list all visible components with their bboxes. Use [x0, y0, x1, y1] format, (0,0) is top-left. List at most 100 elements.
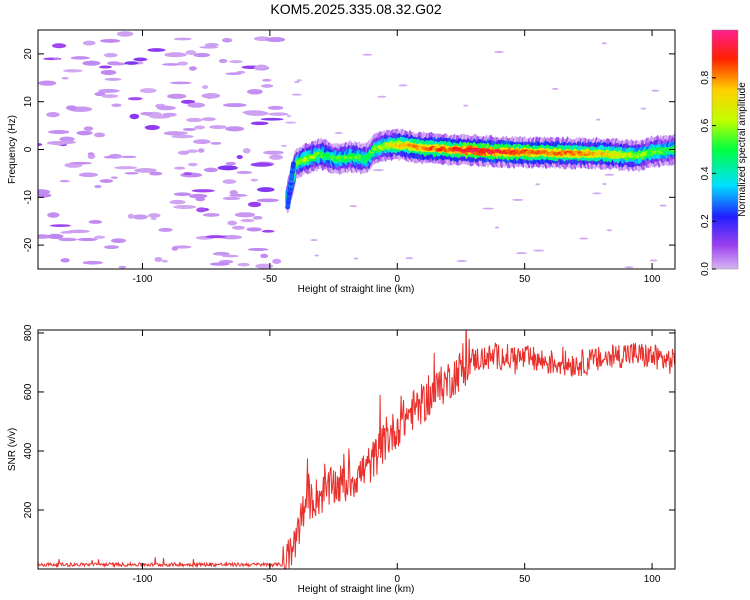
spectrogram-noise-blob — [606, 229, 613, 232]
spectrogram-noise-blob — [218, 58, 228, 64]
spectrogram-noise-blob — [107, 62, 127, 66]
spectrogram-noise-blob — [482, 207, 495, 210]
spectrogram-noise-blob — [98, 65, 112, 69]
spectrogram-noise-blob — [209, 262, 230, 266]
spectrogram-x-tick-label: 50 — [519, 274, 531, 285]
spectrogram-noise-blob — [592, 192, 602, 195]
spectrogram-noise-blob — [247, 201, 262, 208]
spectrogram-noise-blob — [257, 187, 275, 193]
spectrogram-noise-blob — [61, 77, 69, 80]
spectrogram-noise-blob — [267, 105, 284, 110]
spectrogram-noise-blob — [59, 179, 70, 183]
spectrogram-y-tick-label: -10 — [23, 190, 34, 205]
spectrogram-noise-blob — [314, 254, 320, 257]
spectrogram-noise-blob — [180, 99, 196, 104]
snr-frame — [37, 329, 676, 570]
spectrogram-noise-blob — [579, 237, 589, 240]
spectrogram-onset-cell — [290, 161, 296, 167]
spectrogram-noise-blob — [205, 235, 227, 239]
colorbar-tick-label: 0.4 — [700, 166, 711, 180]
snr-y-label: SNR (v/v) — [7, 428, 18, 471]
spectrogram-noise-blob — [173, 166, 186, 170]
spectrogram-noise-blob — [237, 262, 250, 267]
spectrogram-noise-blob — [114, 166, 137, 170]
spectrogram-y-tick-label: -20 — [23, 237, 34, 252]
spectrogram-noise-blob — [148, 213, 161, 218]
spectrogram-noise-blob — [46, 140, 70, 146]
spectrogram-ridge-cell — [367, 153, 373, 157]
spectrogram-noise-blob — [209, 125, 227, 130]
spectrogram-noise-blob — [222, 37, 233, 43]
spectrogram-noise-blob — [186, 149, 199, 153]
spectrogram-noise-blob — [250, 162, 273, 167]
spectrogram-noise-blob — [127, 213, 135, 219]
spectrogram-noise-blob — [651, 89, 660, 92]
spectrogram-noise-blob — [624, 266, 634, 269]
spectrogram-noise-blob — [286, 115, 292, 118]
spectrogram-noise-blob — [118, 265, 127, 269]
spectrogram-noise-blob — [244, 111, 269, 116]
spectrogram-noise-blob — [94, 184, 102, 189]
spectrogram-noise-blob — [195, 197, 206, 202]
snr-x-tick-label: 0 — [394, 574, 400, 585]
snr-background — [38, 330, 675, 569]
spectrogram-noise-blob — [372, 169, 385, 172]
spectrogram-noise-blob — [552, 87, 559, 90]
spectrogram-noise-blob — [659, 204, 667, 207]
spectrogram-noise-blob — [291, 93, 303, 96]
spectrogram-x-tick-label: 100 — [644, 274, 661, 285]
spectrogram-noise-blob — [111, 103, 122, 107]
spectrogram-noise-blob — [173, 37, 192, 41]
spectrogram-noise-blob — [515, 252, 528, 255]
colorbar-label: Normalized spectral amplitude — [737, 82, 748, 217]
spectrogram-noise-blob — [140, 111, 153, 116]
spectrogram-noise-blob — [167, 93, 187, 99]
spectrogram-y-tick-label: 0 — [23, 146, 34, 152]
spectrogram-noise-blob — [602, 183, 607, 186]
spectrogram-noise-blob — [82, 60, 101, 66]
spectrogram-noise-blob — [310, 239, 318, 242]
spectrogram-x-tick-label: 0 — [394, 274, 400, 285]
spectrogram-noise-blob — [185, 50, 197, 56]
spectrogram-noise-blob — [38, 192, 52, 198]
spectrogram-noise-blob — [294, 80, 300, 83]
spectrogram-noise-blob — [150, 217, 157, 221]
spectrogram-noise-blob — [227, 220, 238, 226]
spectrogram-noise-blob — [124, 61, 139, 65]
colorbar-tick-label: 0.0 — [700, 262, 711, 276]
spectrogram-noise-blob — [110, 176, 119, 179]
spectrogram-noise-blob — [225, 126, 245, 132]
spectrogram-noise-blob — [250, 178, 258, 182]
spectrogram-y-ticks: -20 -10 0 10 20 — [23, 48, 675, 252]
spectrogram-noise-blob — [260, 117, 284, 121]
spectrogram-noise-blob — [601, 42, 608, 45]
spectrogram-noise-blob — [296, 79, 302, 82]
spectrogram-noise — [38, 31, 667, 269]
spectrogram-noise-blob — [256, 198, 279, 203]
spectrogram-noise-blob — [46, 111, 60, 118]
colorbar-gradient — [712, 30, 738, 269]
spectrogram-y-label: Frequency (Hz) — [7, 115, 18, 184]
spectrogram-noise-blob — [162, 112, 177, 117]
spectrogram-noise-blob — [188, 66, 197, 71]
colorbar-tick-label: 0.6 — [700, 118, 711, 132]
spectrogram-noise-blob — [221, 254, 239, 258]
spectrogram-noise-blob — [169, 199, 186, 205]
spectrogram-noise-blob — [222, 196, 241, 201]
spectrogram-noise-blob — [47, 212, 60, 218]
spectrogram-noise-blob — [268, 112, 289, 116]
spectrogram-noise-blob — [242, 148, 251, 154]
spectrogram-noise-blob — [48, 129, 70, 134]
spectrogram-x-tick-label: -50 — [263, 274, 278, 285]
snr-series-line — [38, 330, 675, 569]
spectrogram-noise-blob — [187, 162, 198, 167]
spectrogram-noise-blob — [596, 118, 601, 121]
colorbar-ticks: 0.0 0.2 0.4 0.6 0.8 — [700, 70, 716, 276]
spectrogram-noise-blob — [133, 57, 148, 62]
spectrogram-noise-blob — [67, 229, 90, 234]
spectrogram-noise-blob — [240, 218, 255, 223]
spectrogram-noise-blob — [194, 125, 206, 130]
spectrogram-noise-blob — [183, 172, 193, 176]
spectrogram-noise-blob — [225, 161, 237, 166]
spectrogram-noise-blob — [77, 237, 98, 242]
